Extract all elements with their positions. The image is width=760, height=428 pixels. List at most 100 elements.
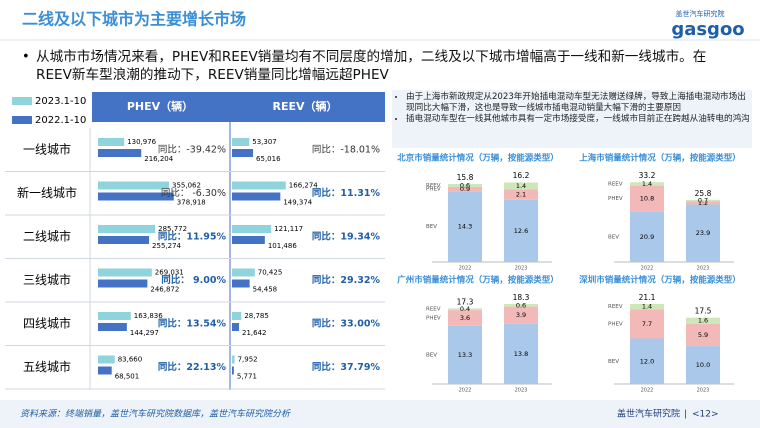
bar-segment bbox=[448, 186, 482, 192]
segment-label: 0.9 bbox=[460, 185, 470, 193]
legend-label: 2023.1-10 bbox=[35, 96, 86, 107]
bar-segment bbox=[504, 304, 538, 307]
value-label: 70,425 bbox=[258, 269, 283, 277]
bar-segment bbox=[686, 346, 720, 384]
segment-label: 13.3 bbox=[458, 351, 472, 359]
value-label: 53,307 bbox=[252, 138, 277, 146]
series-label: REEV bbox=[426, 183, 441, 189]
bar bbox=[232, 236, 265, 244]
x-tick-label: 2023 bbox=[515, 388, 528, 394]
segment-label: 20.9 bbox=[640, 233, 654, 241]
bar bbox=[98, 355, 115, 364]
bar bbox=[232, 181, 286, 190]
title: 二线及以下城市为主要增长市场 bbox=[22, 10, 246, 29]
bar bbox=[98, 149, 142, 157]
legend-swatch bbox=[12, 116, 32, 124]
bar-segment bbox=[448, 325, 482, 384]
bar-segment bbox=[630, 309, 664, 339]
total-label: 17.3 bbox=[457, 297, 474, 306]
x-tick-label: 2023 bbox=[515, 266, 528, 272]
x-tick-label: 2022 bbox=[459, 266, 472, 272]
segment-label: 1.4 bbox=[642, 303, 652, 311]
value-label: 255,274 bbox=[152, 242, 181, 250]
panel-title: PHEV（辆） bbox=[127, 99, 193, 113]
footer-org: 盖世汽车研究院 bbox=[617, 408, 680, 420]
header-bg bbox=[92, 92, 385, 122]
bar bbox=[98, 312, 131, 320]
bar bbox=[98, 192, 174, 201]
segment-label: 1.6 bbox=[698, 317, 708, 325]
total-label: 17.5 bbox=[695, 307, 712, 316]
value-label: 101,486 bbox=[268, 242, 297, 250]
segment-label: 0.6 bbox=[516, 301, 526, 309]
bar-segment bbox=[448, 308, 482, 311]
bar-segment bbox=[448, 183, 482, 187]
bar-segment bbox=[686, 323, 720, 347]
value-label: 28,785 bbox=[244, 312, 269, 320]
bar bbox=[232, 355, 235, 364]
bar bbox=[98, 323, 127, 331]
category-label: 三线城市 bbox=[23, 272, 71, 287]
series-label: REEV bbox=[608, 181, 623, 187]
total-label: 18.3 bbox=[513, 293, 530, 302]
bar bbox=[232, 366, 234, 375]
bar-segment bbox=[504, 323, 538, 384]
total-label: 33.2 bbox=[639, 171, 656, 180]
bar bbox=[98, 366, 112, 375]
value-label: 83,660 bbox=[118, 356, 142, 364]
bar-segment bbox=[448, 191, 482, 262]
bullet-dot: • bbox=[22, 50, 30, 65]
value-label: 149,374 bbox=[283, 199, 312, 207]
bar bbox=[98, 279, 148, 288]
series-label: PHEV bbox=[426, 187, 441, 193]
growth-label: 同比：11.31% bbox=[312, 187, 381, 199]
growth-label: 同比：-39.42% bbox=[158, 144, 226, 156]
bar bbox=[232, 312, 242, 320]
bar-segment bbox=[686, 204, 720, 262]
value-label: 54,458 bbox=[253, 286, 278, 294]
bar bbox=[98, 138, 125, 146]
growth-label: 同比：-18.01% bbox=[312, 144, 380, 156]
x-tick-label: 2022 bbox=[641, 388, 654, 394]
series-label: REEV bbox=[608, 304, 623, 310]
footer-sep: | bbox=[684, 410, 687, 420]
bar-segment bbox=[686, 317, 720, 324]
series-label: PHEV bbox=[608, 321, 623, 327]
total-label: 25.8 bbox=[695, 189, 712, 198]
bar-segment bbox=[504, 306, 538, 324]
value-label: 121,117 bbox=[274, 225, 303, 233]
value-label: 163,836 bbox=[134, 312, 163, 320]
segment-label: 0.4 bbox=[460, 305, 470, 313]
series-label: BEV bbox=[426, 352, 437, 358]
source: 资料来源：终端销量，盖世汽车研究院数据库，盖世汽车研究院分析 bbox=[20, 409, 291, 420]
segment-label: 12.0 bbox=[640, 357, 654, 365]
value-label: 246,872 bbox=[150, 286, 179, 294]
bar-segment bbox=[686, 201, 720, 205]
segment-label: 7.7 bbox=[642, 320, 652, 328]
category-label: 五线城市 bbox=[23, 359, 71, 374]
series-label: PHEV bbox=[426, 315, 441, 321]
value-label: 166,274 bbox=[289, 182, 318, 190]
value-label: 5,771 bbox=[237, 373, 257, 381]
bar-segment bbox=[630, 182, 664, 186]
logo-en: gasgoo bbox=[671, 19, 744, 40]
bar-segment bbox=[686, 199, 720, 202]
segment-label: 1.2 bbox=[698, 199, 708, 207]
x-tick-label: 2023 bbox=[697, 388, 710, 394]
value-label: 68,501 bbox=[115, 373, 139, 381]
segment-label: 5.9 bbox=[698, 331, 708, 339]
bar bbox=[232, 192, 281, 201]
segment-label: 1.4 bbox=[516, 182, 526, 190]
bar-segment bbox=[630, 185, 664, 212]
x-tick-label: 2023 bbox=[697, 266, 710, 272]
segment-label: 12.6 bbox=[514, 227, 528, 235]
segment-label: 0.6 bbox=[460, 181, 470, 189]
segment-label: 3.6 bbox=[460, 314, 470, 322]
bar bbox=[232, 268, 255, 277]
value-label: 285,772 bbox=[158, 225, 187, 233]
category-label: 新一线城市 bbox=[17, 185, 77, 200]
bar bbox=[232, 138, 250, 146]
growth-label: 同比：37.79% bbox=[312, 361, 381, 373]
chart-subtitle: 上海市销量统计情况（万辆，按能源类型） bbox=[579, 153, 741, 164]
series-label: BEV bbox=[608, 359, 619, 365]
